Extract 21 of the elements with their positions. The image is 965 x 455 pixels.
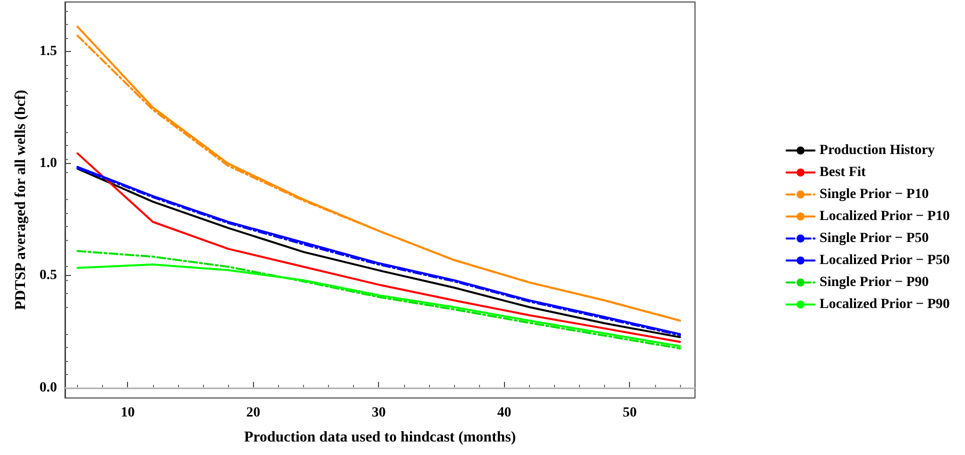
x-tick-label: 40 <box>497 406 512 420</box>
x-tick-label: 50 <box>622 406 637 420</box>
x-tick-label: 30 <box>372 406 386 420</box>
legend-label: Localized Prior − P10 <box>820 209 950 224</box>
x-tick-label: 10 <box>120 406 135 420</box>
y-tick-label: 0.5 <box>40 268 57 284</box>
legend-label: Single Prior − P10 <box>820 187 929 202</box>
legend-label: Localized Prior − P50 <box>820 253 950 268</box>
line-series <box>76 264 681 348</box>
y-axis-title: PDTSP averaged for all wells (bcf) <box>13 90 30 310</box>
legend-label: Single Prior − P50 <box>820 231 929 246</box>
legend-label: Best Fit <box>820 165 866 180</box>
y-tick-label: 1.5 <box>40 44 57 59</box>
legend-label: Single Prior − P90 <box>820 275 929 290</box>
x-axis-title: Production data used to hindcast (months) <box>244 430 516 446</box>
legend-label: Localized Prior − P90 <box>820 297 950 312</box>
y-tick-label: 1.0 <box>40 156 57 172</box>
x-tick-label: 20 <box>246 406 260 420</box>
y-tick-label: 0.0 <box>40 380 57 396</box>
legend-label: Production History <box>820 143 935 158</box>
line-series <box>76 250 681 350</box>
